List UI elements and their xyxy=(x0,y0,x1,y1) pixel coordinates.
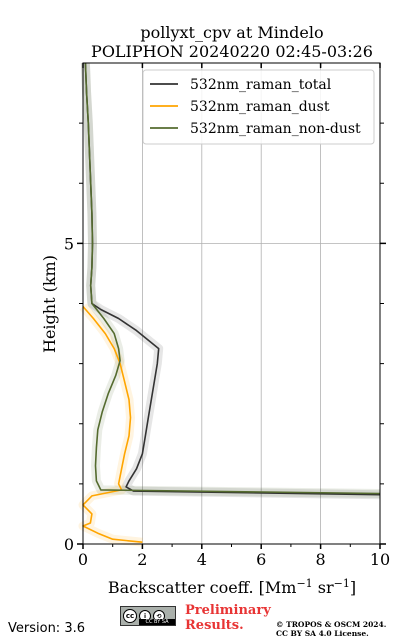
copyright-line2: CC BY SA 4.0 License. xyxy=(276,629,369,638)
cc-icon: cc xyxy=(123,609,137,623)
axis-ticks xyxy=(77,63,386,549)
x-axis-label-exp2: −1 xyxy=(334,577,350,590)
copyright-line1: © TROPOS & OSCM 2024. xyxy=(276,620,387,629)
preliminary-results-label: Preliminary Results. xyxy=(185,603,271,633)
x-axis-label-mid: sr xyxy=(313,578,334,597)
preliminary-line2: Results. xyxy=(185,618,244,633)
x-axis-label: Backscatter coeff. [Mm−1 sr−1] xyxy=(108,577,356,597)
version-label: Version: 3.6 xyxy=(8,621,85,636)
y-tick-label: 0 xyxy=(64,535,74,554)
legend-box xyxy=(142,69,375,145)
series-lines xyxy=(82,62,381,543)
y-tick-label: 5 xyxy=(64,234,74,253)
x-tick-label: 0 xyxy=(78,550,88,569)
chart-subtitle: POLIPHON 20240220 02:45-03:26 xyxy=(91,42,373,61)
copyright-notice: © TROPOS & OSCM 2024. CC BY SA 4.0 Licen… xyxy=(276,620,386,638)
x-axis-label-end: ] xyxy=(350,578,356,597)
preliminary-line1: Preliminary xyxy=(185,603,271,618)
y-tick-labels: 05 xyxy=(64,234,74,554)
x-axis-label-exp1: −1 xyxy=(296,577,312,590)
cc-license-badge: cc i ⟲ CC BY SA xyxy=(120,606,176,626)
legend-entry-label: 532nm_raman_total xyxy=(190,77,332,93)
x-tick-label: 10 xyxy=(370,550,390,569)
series-line xyxy=(84,62,381,495)
chart-title: pollyxt_cpv at Mindelo xyxy=(140,23,323,42)
x-tick-label: 2 xyxy=(137,550,147,569)
x-tick-label: 8 xyxy=(316,550,326,569)
y-axis-label: Height (km) xyxy=(40,255,59,353)
cc-license-text: CC BY SA xyxy=(139,619,175,625)
legend: 532nm_raman_total 532nm_raman_dust 532nm_r… xyxy=(142,69,375,145)
series-line xyxy=(82,305,143,543)
legend-entry-label: 532nm_raman_dust xyxy=(190,99,330,115)
x-axis-label-part: Backscatter coeff. [Mm xyxy=(108,578,297,597)
legend-entry-label: 532nm_raman_non-dust xyxy=(190,121,361,137)
x-tick-label: 6 xyxy=(256,550,266,569)
x-tick-label: 4 xyxy=(197,550,207,569)
x-tick-labels: 0 2 4 6 8 10 xyxy=(78,550,390,569)
